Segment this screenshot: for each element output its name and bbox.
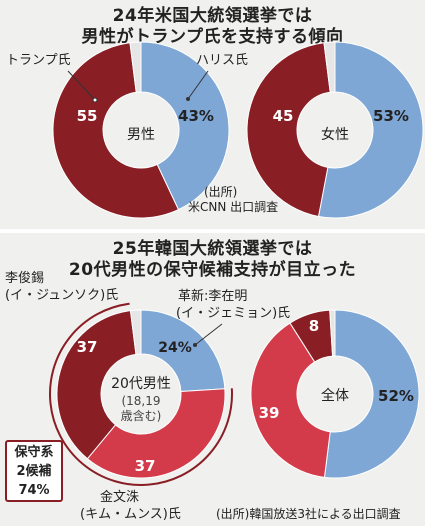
slice-harris-women — [317, 41, 424, 219]
value-harris-men: 43% — [178, 107, 214, 125]
us-source-line1: (出所) — [204, 185, 238, 199]
us-source-line2: 米CNN 出口調査 — [188, 200, 279, 214]
center-sublabel-20s-1: (18,19 — [121, 394, 160, 408]
conservative-line1: 保守系 — [14, 445, 54, 460]
leader-harris-dot — [186, 97, 190, 101]
leader-harris — [187, 70, 209, 100]
slice-other-women — [323, 41, 336, 93]
label-kim-moon-soo-1: 金文洙 — [100, 490, 140, 505]
label-lee-jae-myung-1: 革新:李在明 — [178, 289, 248, 304]
conservative-line2: 2候補 — [16, 464, 52, 479]
slice-harris-men — [140, 41, 230, 211]
slice-other-men — [129, 41, 142, 93]
donut-us-women: 53% 45 女性 — [246, 41, 424, 219]
conservative-total-badge: 保守系 2候補 74% — [5, 440, 63, 502]
korea-title-line2: 20代男性の保守候補支持が目立った — [68, 260, 357, 280]
slice-kim-moon-soo-all — [250, 322, 331, 478]
slice-trump-women — [246, 42, 331, 218]
korea-source: (出所)韓国放送3社による出口調査 — [216, 507, 401, 521]
value-trump-men: 55 — [77, 107, 98, 125]
korea-title-line1: 25年韓国大統領選挙では — [112, 239, 313, 259]
label-lee-jun-seok-1: 李俊錫 — [5, 271, 45, 286]
leader-trump — [67, 70, 96, 101]
value-kim-moon-soo-all: 39 — [259, 404, 280, 422]
center-sublabel-20s-2: 歳含む) — [121, 408, 162, 423]
center-label-women: 女性 — [321, 126, 349, 143]
slice-lee-jae-myung-20s — [140, 309, 226, 393]
donut-korea-20s-men: 24% 37 37 20代男性 (18,19 歳含む) — [49, 302, 233, 486]
center-label-20s: 20代男性 — [111, 376, 171, 392]
us-title-line1: 24年米国大統領選挙では — [112, 6, 313, 26]
slice-kim-moon-soo-20s — [86, 388, 226, 479]
value-lee-jun-seok-20s: 37 — [77, 338, 98, 356]
value-kim-moon-soo-20s: 37 — [135, 457, 156, 475]
leader-lee-jae-myung — [194, 323, 223, 346]
center-label-all: 全体 — [321, 387, 349, 404]
label-lee-jae-myung-2: (イ・ジェミョン)氏 — [176, 306, 291, 321]
label-trump: トランプ氏 — [6, 53, 71, 68]
leader-trump-dot — [92, 97, 98, 103]
conservative-arc — [49, 302, 233, 486]
center-label-men: 男性 — [127, 127, 155, 143]
conservative-line3: 74% — [18, 483, 50, 498]
leader-lee-jae-myung-dot — [193, 343, 197, 347]
slice-lee-jun-seok-20s — [56, 310, 137, 460]
label-harris: ハリス氏 — [196, 53, 249, 68]
value-lee-jun-seok-all: 8 — [309, 317, 319, 335]
slice-other-all — [329, 309, 336, 357]
label-lee-jun-seok-2: (イ・ジュンソク)氏 — [5, 288, 119, 303]
label-kim-moon-soo-2: (キム・ムンス)氏 — [80, 507, 181, 522]
value-harris-women: 53% — [373, 107, 409, 125]
donut-korea-overall: 52% 39 8 全体 — [250, 309, 420, 479]
value-trump-women: 45 — [273, 107, 294, 125]
value-lee-jae-myung-all: 52% — [378, 387, 414, 405]
slice-lee-jae-myung-all — [323, 309, 420, 479]
donut-us-men: 43% 55 男性 — [52, 41, 230, 219]
slice-other-20s — [129, 309, 142, 355]
value-lee-jae-myung-20s: 24% — [158, 340, 192, 356]
slice-trump-men — [52, 42, 180, 219]
